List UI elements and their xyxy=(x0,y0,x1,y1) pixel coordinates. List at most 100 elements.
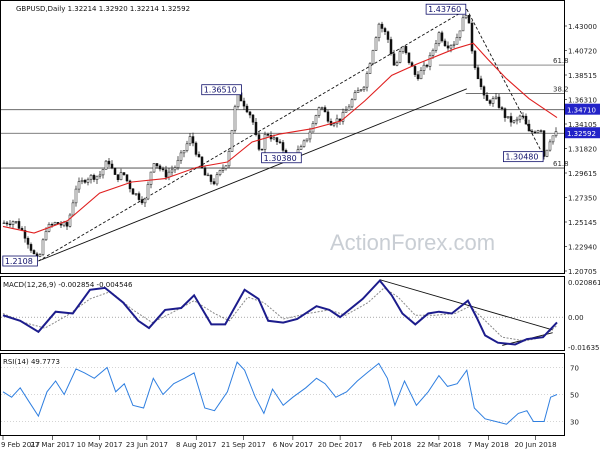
candle-body xyxy=(332,123,336,126)
candle-body xyxy=(413,66,417,75)
candle-body xyxy=(320,107,324,109)
candle-body xyxy=(407,52,411,63)
candle-body xyxy=(470,22,474,52)
candle-body xyxy=(281,142,285,151)
date-tick-label: 20 Jun 2018 xyxy=(514,441,556,449)
candle-body xyxy=(554,131,558,137)
candle-body xyxy=(254,121,258,135)
candle-body xyxy=(314,115,318,124)
candle-body xyxy=(350,99,354,108)
candle-body xyxy=(392,53,396,66)
candle-body xyxy=(278,141,282,143)
candle-body xyxy=(434,43,438,51)
candle-body xyxy=(116,174,120,180)
candle-body xyxy=(323,107,327,113)
candle-body xyxy=(524,115,528,125)
candle-body xyxy=(311,123,315,133)
price-tag-label: 1.34710 xyxy=(567,107,596,115)
candle-body xyxy=(368,63,372,74)
price-tick-label: 1.38515 xyxy=(568,72,597,80)
price-tick-label: 1.29615 xyxy=(568,170,597,178)
price-tick-label: 1.40720 xyxy=(568,48,597,56)
candle-body xyxy=(530,130,534,133)
rsi-tick-label: 50 xyxy=(570,392,579,400)
candle-body xyxy=(266,134,270,136)
candle-body xyxy=(305,138,309,142)
price-tick-label: 1.31820 xyxy=(568,146,597,154)
candle-body xyxy=(218,170,222,175)
date-tick-label: 9 Feb 2017 xyxy=(1,441,40,449)
candle-body xyxy=(137,193,141,200)
candle-body xyxy=(110,163,114,169)
candle-body xyxy=(521,115,525,118)
candle-body xyxy=(176,159,180,168)
fib-level-label: 38.2 xyxy=(553,86,569,94)
candle-body xyxy=(200,156,204,169)
candle-body xyxy=(341,112,345,122)
candle-body xyxy=(527,123,531,132)
candle-body xyxy=(497,96,501,108)
rsi-axis: 70 50 30 xyxy=(570,365,579,427)
candle-body xyxy=(260,149,264,151)
price-trend-line xyxy=(466,9,545,157)
price-callout-label: 1.30380 xyxy=(264,154,297,163)
candle-body xyxy=(143,198,147,204)
price-callout-box xyxy=(2,255,38,267)
date-tick-label: 6 Nov 2017 xyxy=(273,441,313,449)
candle-body xyxy=(107,160,111,165)
candle-body xyxy=(14,221,18,223)
candle-body xyxy=(419,70,423,80)
candle-body xyxy=(164,169,168,178)
candle-body xyxy=(500,107,504,109)
candle-body xyxy=(191,136,195,144)
candle-body xyxy=(26,238,30,245)
macd-lines xyxy=(2,279,558,346)
price-callout-label: 1.36510 xyxy=(204,86,237,95)
price-tag-label: 1.32592 xyxy=(567,130,596,138)
price-panel-title: GBPUSD,Daily 1.32214 1.32920 1.32214 1.3… xyxy=(16,5,190,13)
candle-body xyxy=(179,152,183,161)
candle-body xyxy=(17,221,21,229)
candle-body xyxy=(170,169,174,173)
candle-body xyxy=(533,131,537,133)
candle-body xyxy=(425,64,429,67)
candle-body xyxy=(464,15,468,19)
candle-body xyxy=(359,89,363,91)
candle-body xyxy=(545,149,549,157)
candle-body xyxy=(380,23,384,29)
candle-body xyxy=(440,32,444,42)
candle-body xyxy=(344,109,348,113)
candle-body xyxy=(458,30,462,38)
date-tick-label: 8 Aug 2017 xyxy=(176,441,216,449)
candle-body xyxy=(428,55,432,67)
price-trend-line xyxy=(38,8,468,262)
candle-body xyxy=(473,50,477,68)
date-tick-label: 21 Sep 2017 xyxy=(221,441,265,449)
candle-body xyxy=(152,163,156,173)
price-tick-label: 1.34105 xyxy=(568,121,597,129)
horizontal-levels xyxy=(1,64,564,422)
candle-body xyxy=(404,46,408,54)
macd-main-line xyxy=(2,279,558,346)
date-tick-label: 23 Jun 2017 xyxy=(126,441,168,449)
date-tick-label: 20 Dec 2017 xyxy=(318,441,363,449)
candle-body xyxy=(8,223,12,226)
price-callout-label: 1.30480 xyxy=(505,153,538,162)
price-tick-label: 1.25145 xyxy=(568,219,597,227)
candle-body xyxy=(347,106,351,111)
candle-body xyxy=(416,74,420,80)
candle-body xyxy=(41,239,45,255)
candle-body xyxy=(257,134,261,150)
candle-body xyxy=(140,199,144,204)
candle-body xyxy=(104,160,108,170)
candle-body xyxy=(443,40,447,47)
candle-body xyxy=(383,28,387,32)
price-tick-label: 1.36310 xyxy=(568,97,597,105)
candle-body xyxy=(92,174,96,180)
candle-body xyxy=(65,222,69,227)
macd-trend-line xyxy=(379,279,553,331)
candle-body xyxy=(206,174,210,177)
